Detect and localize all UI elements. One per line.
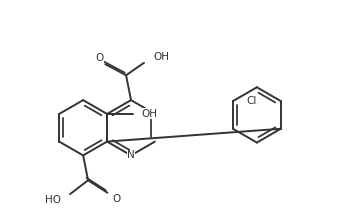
Text: O: O — [95, 53, 104, 63]
Text: N: N — [127, 150, 135, 160]
Text: O: O — [112, 194, 121, 204]
Text: HO: HO — [45, 195, 61, 205]
Text: Cl: Cl — [247, 96, 257, 106]
Text: OH: OH — [153, 52, 169, 62]
Text: OH: OH — [142, 109, 158, 119]
